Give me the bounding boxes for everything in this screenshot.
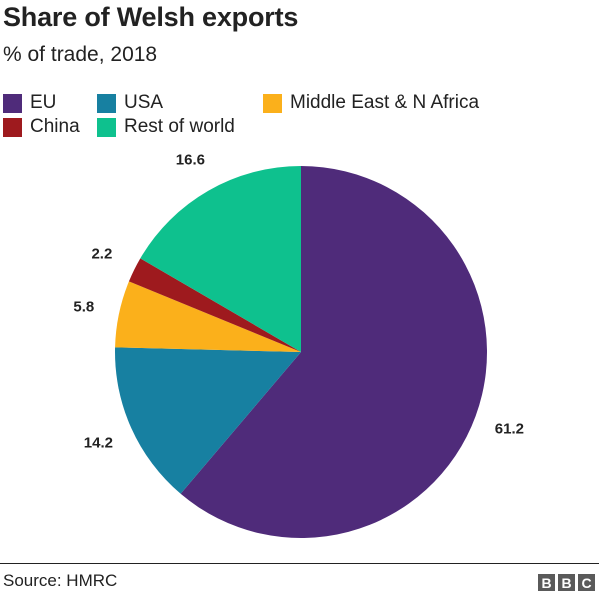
pie-data-labels: 61.2 14.2 5.8 2.2 16.6 — [73, 152, 524, 452]
pie-slice-middle-east-n-africa — [115, 281, 301, 352]
bbc-logo-letter: B — [538, 574, 555, 591]
footer-divider — [0, 563, 599, 564]
data-label: 5.8 — [73, 298, 94, 315]
legend-item-usa: USA — [97, 92, 163, 114]
bbc-logo-letter: B — [558, 574, 575, 591]
legend-swatch-usa — [97, 93, 116, 113]
pie-slice-china — [128, 258, 301, 352]
chart-subtitle: % of trade, 2018 — [3, 43, 158, 66]
data-label: 16.6 — [176, 152, 205, 169]
legend-label-china: China — [30, 116, 80, 137]
legend-item-rest-of-world: Rest of world — [97, 116, 235, 138]
pie-slice-usa — [115, 347, 301, 494]
legend-item-china: China — [3, 116, 80, 138]
legend-swatch-eu — [3, 93, 22, 113]
pie-slices — [115, 166, 488, 539]
legend: EU USA Middle East & N Africa China Rest… — [0, 0, 599, 140]
legend-item-eu: EU — [3, 92, 56, 114]
bbc-logo-letter: C — [578, 574, 595, 591]
legend-item-middle-east: Middle East & N Africa — [263, 92, 479, 114]
legend-swatch-china — [3, 117, 22, 137]
legend-swatch-rest-of-world — [97, 117, 116, 137]
legend-label-usa: USA — [124, 92, 164, 113]
pie-slice-eu — [180, 166, 488, 539]
source-note: Source: HMRC — [3, 571, 118, 590]
legend-label-middle-east: Middle East & N Africa — [290, 92, 480, 113]
chart-title: Share of Welsh exports — [3, 2, 299, 32]
legend-label-rest-of-world: Rest of world — [124, 116, 235, 137]
data-label: 2.2 — [91, 246, 112, 263]
pie-slice-rest-of-world — [140, 166, 301, 352]
data-label: 14.2 — [84, 435, 113, 452]
legend-label-eu: EU — [30, 92, 57, 113]
data-label: 61.2 — [495, 421, 524, 438]
bbc-logo: B B C — [538, 574, 595, 591]
legend-swatch-middle-east — [263, 93, 282, 113]
